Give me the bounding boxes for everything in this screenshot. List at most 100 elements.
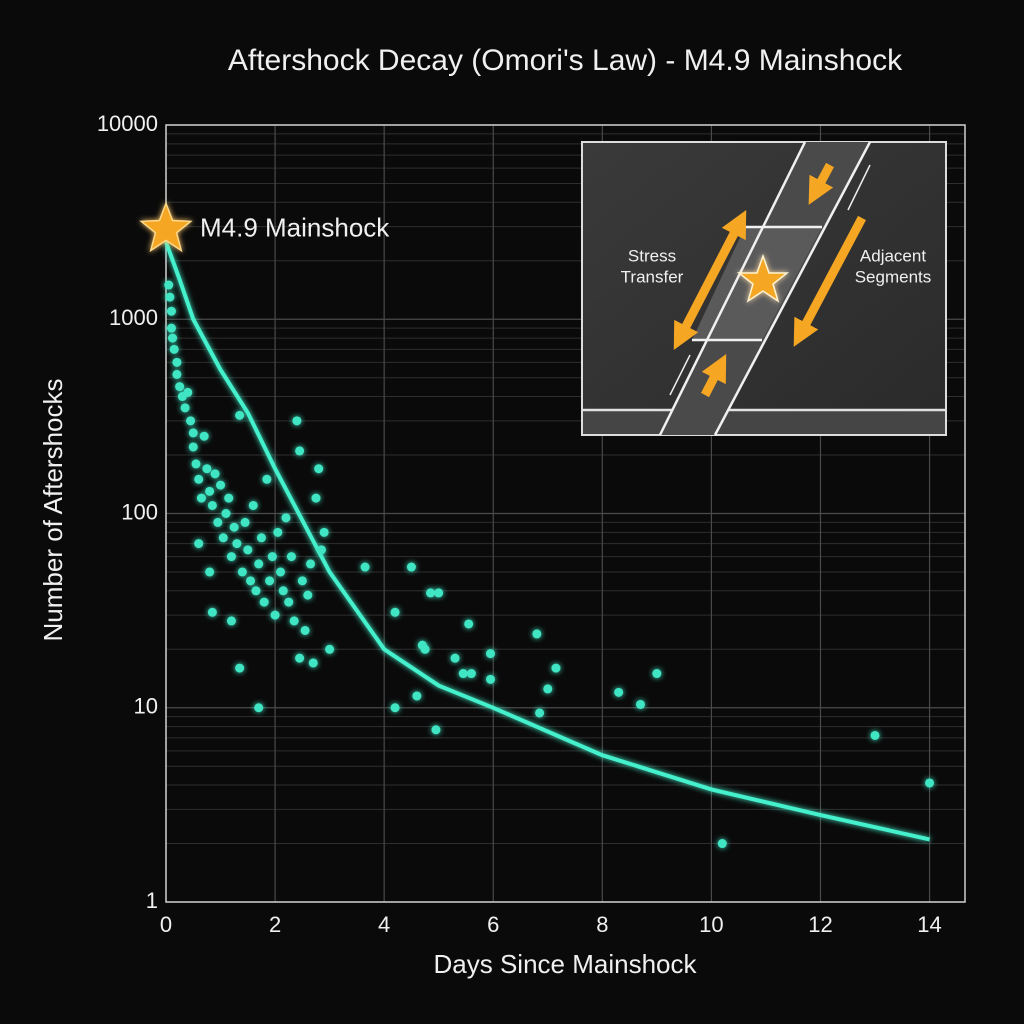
data-point bbox=[259, 597, 269, 607]
data-point bbox=[390, 607, 400, 617]
data-point bbox=[306, 559, 316, 569]
data-point bbox=[207, 607, 217, 617]
data-point bbox=[202, 464, 212, 474]
data-point bbox=[292, 416, 302, 426]
y-tick-label: 10000 bbox=[97, 111, 158, 136]
data-point bbox=[205, 567, 215, 577]
data-point bbox=[165, 292, 175, 302]
data-point bbox=[186, 416, 196, 426]
data-point bbox=[434, 588, 444, 598]
inset-label: Stress bbox=[628, 246, 676, 265]
data-point bbox=[464, 619, 474, 629]
data-point bbox=[194, 474, 204, 484]
x-tick-label: 0 bbox=[160, 912, 172, 937]
data-point bbox=[168, 333, 178, 343]
data-point bbox=[300, 625, 310, 635]
stress-arrow bbox=[701, 354, 727, 398]
stress-arrow bbox=[673, 210, 747, 350]
stress-arrow bbox=[793, 215, 866, 347]
data-point bbox=[226, 552, 236, 562]
data-point bbox=[535, 708, 545, 718]
stress-arrow bbox=[808, 162, 834, 205]
data-point bbox=[175, 382, 185, 392]
data-point bbox=[191, 459, 201, 469]
data-point bbox=[246, 576, 256, 586]
data-point bbox=[172, 357, 182, 367]
data-point bbox=[218, 533, 228, 543]
inset-label: Transfer bbox=[621, 267, 684, 286]
data-point bbox=[458, 669, 468, 679]
data-point bbox=[226, 616, 236, 626]
data-point bbox=[284, 597, 294, 607]
data-point bbox=[207, 500, 217, 510]
data-point bbox=[221, 509, 231, 518]
data-point bbox=[390, 703, 400, 713]
data-point bbox=[254, 559, 264, 569]
data-point bbox=[635, 699, 645, 709]
mainshock-star bbox=[139, 201, 193, 253]
data-point bbox=[431, 725, 441, 735]
data-point bbox=[210, 469, 220, 479]
data-point bbox=[406, 562, 416, 572]
data-point bbox=[543, 684, 553, 694]
data-point bbox=[295, 446, 305, 456]
inset-ground bbox=[583, 410, 945, 434]
data-point bbox=[420, 644, 430, 654]
data-point bbox=[281, 513, 291, 523]
data-point bbox=[224, 493, 234, 503]
y-axis-label: Number of Aftershocks bbox=[38, 379, 68, 642]
slip-arrow bbox=[847, 164, 871, 211]
data-point bbox=[486, 649, 496, 659]
data-point bbox=[289, 616, 299, 626]
inset-label: Adjacent bbox=[860, 246, 926, 265]
data-point bbox=[235, 663, 245, 673]
data-point bbox=[169, 344, 179, 354]
data-point bbox=[166, 323, 176, 333]
data-point bbox=[251, 586, 261, 596]
data-point bbox=[278, 586, 288, 596]
data-point bbox=[450, 653, 460, 663]
data-point bbox=[213, 517, 223, 527]
data-point bbox=[183, 387, 193, 397]
data-point bbox=[412, 691, 422, 701]
fault-line bbox=[713, 141, 872, 436]
y-tick-label: 10 bbox=[134, 694, 158, 719]
data-point bbox=[237, 567, 247, 577]
data-point bbox=[164, 280, 174, 290]
data bbox=[139, 201, 935, 849]
data-point bbox=[311, 493, 321, 503]
data-point bbox=[286, 552, 296, 562]
data-point bbox=[652, 669, 662, 679]
data-point bbox=[188, 442, 198, 452]
inset-star bbox=[736, 253, 790, 303]
data-point bbox=[870, 730, 880, 740]
data-point bbox=[196, 493, 206, 503]
data-point bbox=[232, 539, 242, 549]
data-point bbox=[426, 588, 436, 598]
data-point bbox=[205, 486, 215, 496]
data-point bbox=[314, 464, 324, 474]
data-point bbox=[216, 480, 226, 490]
data-point bbox=[248, 500, 258, 510]
data-point bbox=[267, 552, 277, 562]
data-point bbox=[166, 306, 176, 316]
data-point bbox=[295, 653, 305, 663]
plot-frame bbox=[165, 124, 966, 903]
data-point bbox=[273, 527, 283, 537]
data-point bbox=[188, 428, 198, 438]
data-point bbox=[717, 839, 727, 849]
data-point bbox=[319, 527, 329, 537]
data-point bbox=[486, 674, 496, 684]
data-point bbox=[243, 545, 253, 555]
data-point bbox=[614, 687, 624, 697]
data-point bbox=[325, 644, 335, 654]
data-point bbox=[316, 545, 326, 555]
x-tick-label: 2 bbox=[269, 912, 281, 937]
y-tick-label: 100 bbox=[121, 499, 158, 524]
x-tick-label: 6 bbox=[487, 912, 499, 937]
x-tick-label: 8 bbox=[596, 912, 608, 937]
slip-arrow bbox=[669, 354, 691, 396]
data-point bbox=[551, 663, 561, 673]
